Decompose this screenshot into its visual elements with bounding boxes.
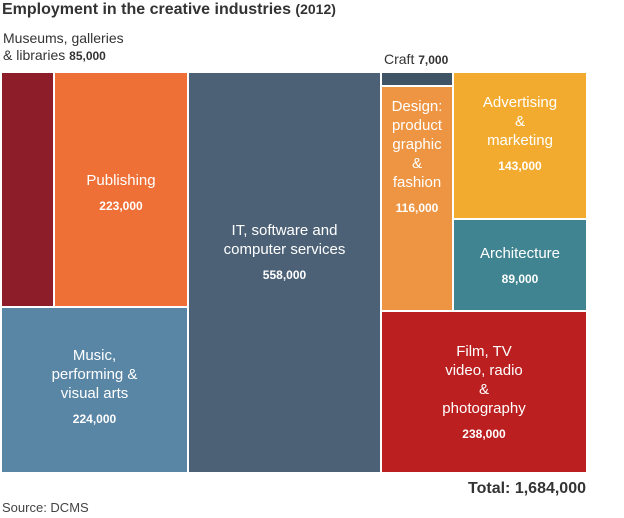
tile-design-value: 116,000 <box>395 201 439 215</box>
tile-advertising-label-line: & <box>514 113 525 130</box>
source-label: Source: DCMS <box>2 500 89 515</box>
tile-film-tv-value: 238,000 <box>462 427 506 441</box>
tile-music: Music, performing & visual arts 224,000 <box>1 307 188 473</box>
tile-advertising-value: 143,000 <box>498 159 542 173</box>
tile-design-label-line: fashion <box>392 174 442 191</box>
tile-publishing-label-line: Publishing <box>86 172 156 189</box>
tile-publishing: Publishing 223,000 <box>54 72 188 307</box>
tile-film-tv-label-line: Film, TV <box>456 343 512 360</box>
tile-design-label-line: Design: <box>391 98 443 115</box>
tile-architecture-label: Architecture 89,000 <box>454 244 586 289</box>
craft-label: Craft 7,000 <box>384 51 448 69</box>
tile-design-label-line: & <box>411 155 422 172</box>
tile-music-label: Music, performing & visual arts 224,000 <box>2 346 187 429</box>
tile-film-tv-label-line: & <box>478 381 489 398</box>
tile-it-software-label-line: IT, software and <box>231 222 338 239</box>
museums-value: 85,000 <box>69 49 106 63</box>
tile-it-software-label: IT, software and computer services 558,000 <box>189 221 380 285</box>
museums-label-line-1: Museums, galleries <box>3 30 124 46</box>
tile-museums <box>1 72 54 307</box>
tile-architecture-value: 89,000 <box>501 272 539 286</box>
chart-title-year: (2012) <box>295 1 336 17</box>
craft-value: 7,000 <box>418 53 449 67</box>
tile-design-label: Design: product graphic & fashion 116,000 <box>382 97 452 218</box>
tile-music-label-line: visual arts <box>60 385 129 402</box>
tile-advertising-label-line: Advertising <box>482 94 558 111</box>
tile-film-tv-label: Film, TV video, radio & photography 238,000 <box>382 342 586 444</box>
tile-it-software-value: 558,000 <box>262 268 307 282</box>
tile-craft <box>381 72 453 86</box>
museums-label: Museums, galleries & libraries 85,000 <box>3 30 124 65</box>
tile-advertising: Advertising & marketing 143,000 <box>453 72 587 219</box>
tile-design: Design: product graphic & fashion 116,000 <box>381 86 453 311</box>
tile-it-software: IT, software and computer services 558,000 <box>188 72 381 473</box>
tile-music-value: 224,000 <box>72 412 117 426</box>
tile-design-label-line: product <box>391 117 443 134</box>
tile-architecture-label-line: Architecture <box>479 245 561 262</box>
tile-advertising-label-line: marketing <box>487 132 553 149</box>
total-label: Total: 1,684,000 <box>468 480 586 497</box>
tile-film-tv-label-line: video, radio <box>445 362 523 379</box>
chart-title: Employment in the creative industries (2… <box>2 1 336 18</box>
tile-architecture: Architecture 89,000 <box>453 219 587 311</box>
tile-design-label-line: graphic <box>392 136 442 153</box>
tile-film-tv: Film, TV video, radio & photography 238,000 <box>381 311 587 473</box>
tile-it-software-label-line: computer services <box>223 241 346 258</box>
tile-advertising-label: Advertising & marketing 143,000 <box>454 93 586 176</box>
museums-label-line-2: & libraries <box>3 47 66 63</box>
tile-publishing-value: 223,000 <box>99 199 143 213</box>
tile-music-label-line: performing & <box>51 366 138 383</box>
tile-music-label-line: Music, <box>72 347 117 364</box>
tile-publishing-label: Publishing 223,000 <box>55 171 187 216</box>
tile-film-tv-label-line: photography <box>442 400 526 417</box>
craft-label-name: Craft <box>384 51 415 67</box>
